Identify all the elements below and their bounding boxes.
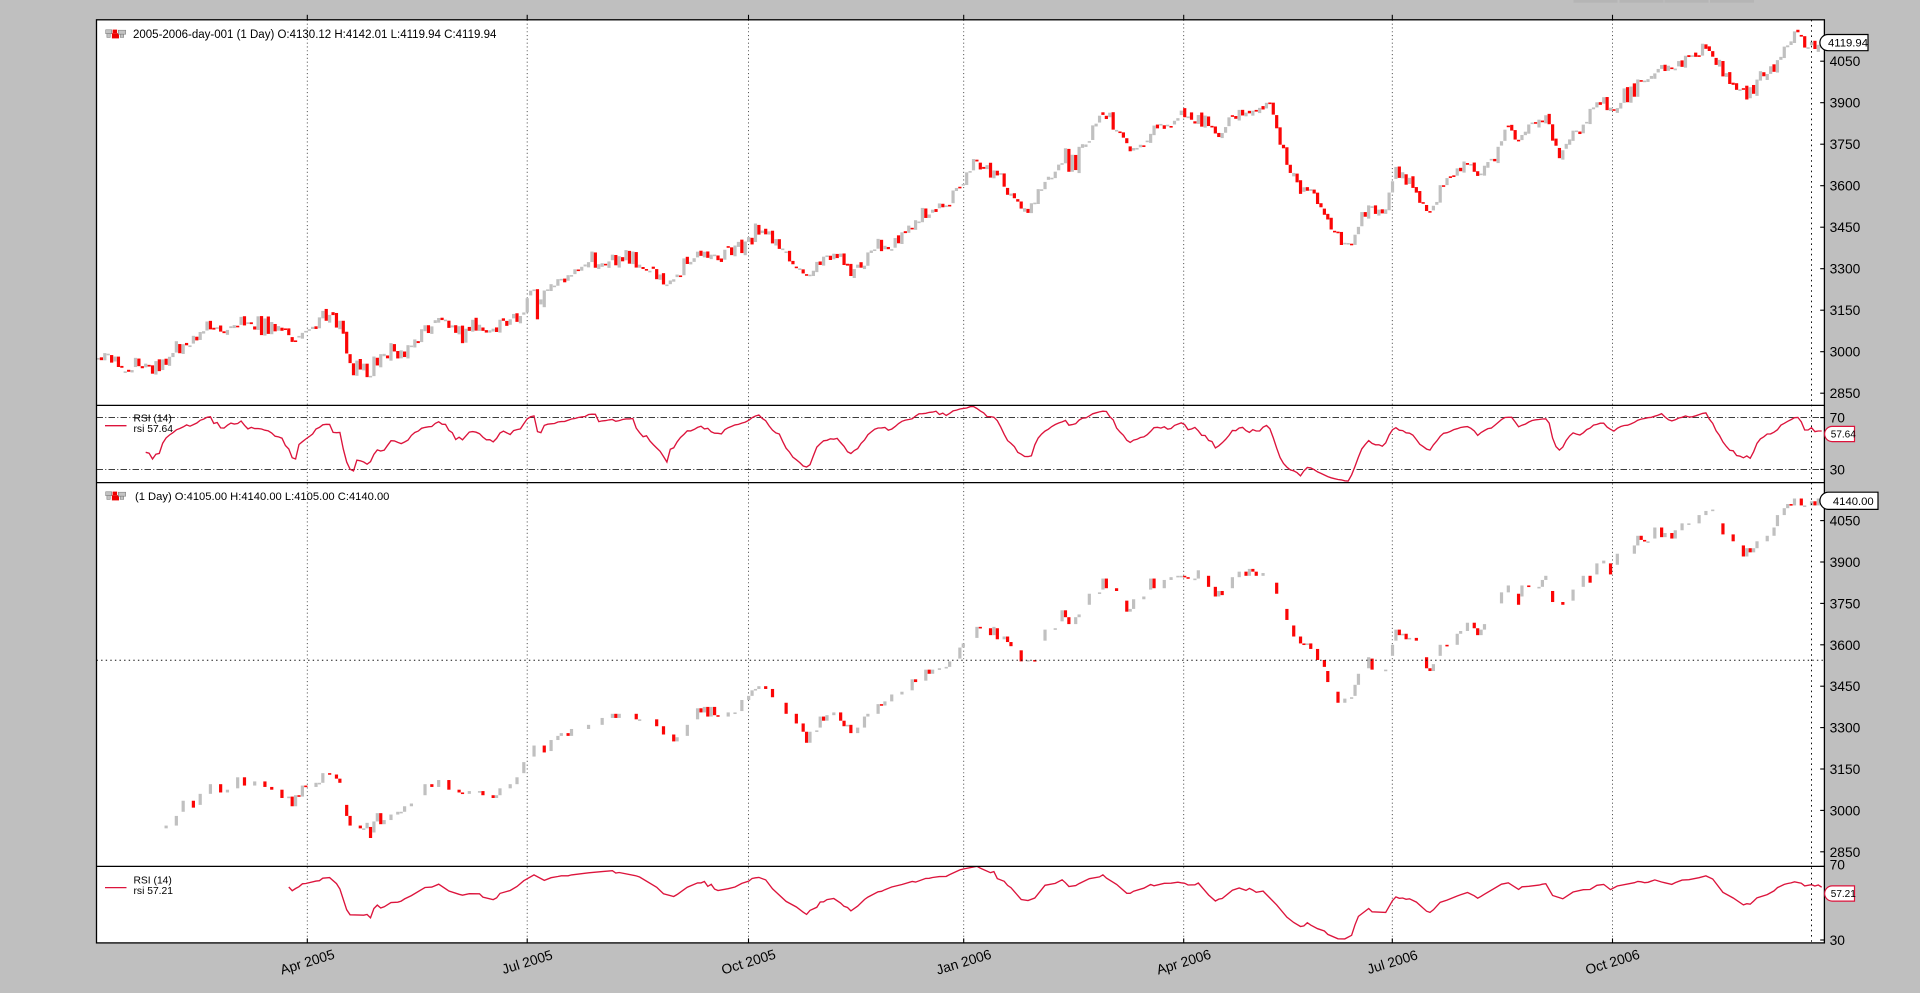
svg-text:57.64: 57.64 xyxy=(1831,430,1856,441)
svg-text:3150: 3150 xyxy=(1830,303,1861,318)
svg-text:RSI (14): RSI (14) xyxy=(134,414,172,425)
svg-text:RSI (14): RSI (14) xyxy=(134,875,172,886)
svg-text:3750: 3750 xyxy=(1830,137,1861,152)
svg-text:2850: 2850 xyxy=(1830,845,1861,860)
svg-text:2850: 2850 xyxy=(1830,386,1861,401)
svg-text:4050: 4050 xyxy=(1830,54,1861,69)
svg-text:rsi 57.64: rsi 57.64 xyxy=(134,424,174,435)
svg-text:3300: 3300 xyxy=(1830,721,1861,736)
svg-text:3000: 3000 xyxy=(1830,345,1861,360)
svg-text:3450: 3450 xyxy=(1830,679,1861,694)
svg-text:3450: 3450 xyxy=(1830,220,1861,235)
svg-text:3000: 3000 xyxy=(1830,803,1861,818)
svg-text:3150: 3150 xyxy=(1830,762,1861,777)
svg-text:3600: 3600 xyxy=(1830,179,1861,194)
svg-text:2005-2006-day-001 (1 Day) O:41: 2005-2006-day-001 (1 Day) O:4130.12 H:41… xyxy=(133,29,497,41)
svg-text:4140.00: 4140.00 xyxy=(1833,496,1874,508)
svg-text:30: 30 xyxy=(1830,462,1846,477)
svg-text:30: 30 xyxy=(1830,933,1846,948)
svg-text:3600: 3600 xyxy=(1830,638,1861,653)
svg-text:70: 70 xyxy=(1830,857,1846,872)
svg-text:(1 Day) O:4105.00 H:4140.00 L:: (1 Day) O:4105.00 H:4140.00 L:4105.00 C:… xyxy=(135,491,389,503)
svg-text:70: 70 xyxy=(1830,411,1846,426)
svg-text:3300: 3300 xyxy=(1830,262,1861,277)
svg-text:3900: 3900 xyxy=(1830,96,1861,111)
svg-text:rsi 57.21: rsi 57.21 xyxy=(134,886,174,897)
svg-text:3900: 3900 xyxy=(1830,555,1861,570)
svg-text:4050: 4050 xyxy=(1830,514,1861,529)
svg-text:4119.94: 4119.94 xyxy=(1828,38,1868,50)
svg-text:3750: 3750 xyxy=(1830,596,1861,611)
svg-text:57.21: 57.21 xyxy=(1831,889,1856,900)
